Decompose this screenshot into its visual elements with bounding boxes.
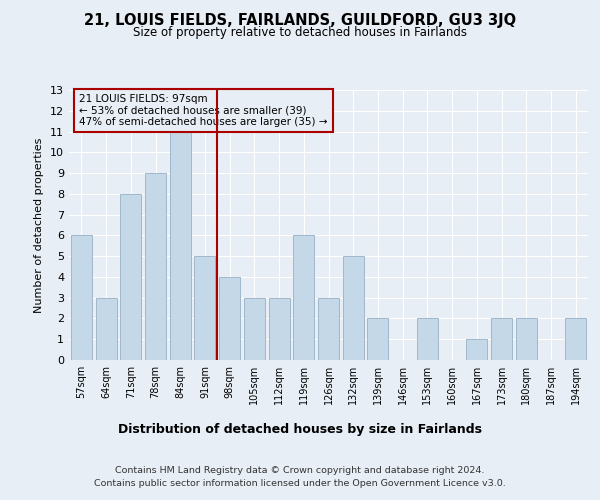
Bar [343,256,364,360]
Bar [417,318,438,360]
Bar [194,256,215,360]
Bar [71,236,92,360]
Y-axis label: Number of detached properties: Number of detached properties [34,138,44,312]
Bar [269,298,290,360]
Bar [565,318,586,360]
Bar [491,318,512,360]
Text: Contains HM Land Registry data © Crown copyright and database right 2024.: Contains HM Land Registry data © Crown c… [115,466,485,475]
Bar [244,298,265,360]
Bar [367,318,388,360]
Bar [120,194,141,360]
Bar [318,298,339,360]
Text: Size of property relative to detached houses in Fairlands: Size of property relative to detached ho… [133,26,467,39]
Bar [170,132,191,360]
Text: 21 LOUIS FIELDS: 97sqm
← 53% of detached houses are smaller (39)
47% of semi-det: 21 LOUIS FIELDS: 97sqm ← 53% of detached… [79,94,328,127]
Text: Contains public sector information licensed under the Open Government Licence v3: Contains public sector information licen… [94,479,506,488]
Text: 21, LOUIS FIELDS, FAIRLANDS, GUILDFORD, GU3 3JQ: 21, LOUIS FIELDS, FAIRLANDS, GUILDFORD, … [84,12,516,28]
Bar [293,236,314,360]
Text: Distribution of detached houses by size in Fairlands: Distribution of detached houses by size … [118,422,482,436]
Bar [145,173,166,360]
Bar [95,298,116,360]
Bar [219,277,240,360]
Bar [466,339,487,360]
Bar [516,318,537,360]
